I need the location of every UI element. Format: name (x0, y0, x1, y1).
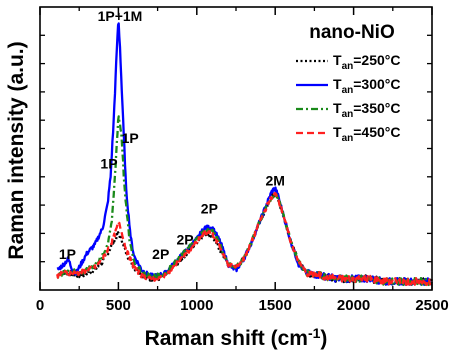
legend-entry: Tan=250°C (333, 52, 400, 72)
legend-entry-main: T (333, 100, 342, 116)
legend-entry-subscript: an (342, 133, 354, 144)
x-tick-label: 2500 (415, 297, 448, 314)
legend-title: nano-NiO (309, 22, 395, 43)
legend: nano-NiOTan=250°CTan=300°CTan=350°CTan=4… (296, 22, 400, 144)
x-tick-label: 1000 (180, 297, 213, 314)
legend-entry: Tan=300°C (333, 76, 400, 96)
y-axis-label: Raman intensity (a.u.) (5, 41, 28, 259)
legend-entry-rest: =300°C (353, 76, 400, 92)
peak-annotation: 2P (152, 246, 169, 262)
peak-annotation: 1P (100, 155, 117, 171)
series-line-4 (56, 191, 433, 287)
peak-annotation: 1P (122, 130, 139, 146)
legend-entry: Tan=350°C (333, 100, 400, 120)
x-axis-label-close: ) (320, 327, 327, 350)
legend-entry-subscript: an (342, 109, 354, 120)
legend-entry-rest: =350°C (353, 100, 400, 116)
legend-entry-rest: =450°C (353, 124, 400, 140)
legend-entry-main: T (333, 76, 342, 92)
plot-frame (39, 6, 433, 291)
x-axis-label-superscript: -1 (308, 325, 321, 341)
legend-entry-main: T (333, 52, 342, 68)
peak-annotation: 2M (265, 172, 284, 188)
legend-entry-main: T (333, 124, 342, 140)
x-tick-label: 2000 (337, 297, 370, 314)
legend-entry: Tan=450°C (333, 124, 400, 144)
peak-annotation: 1P+1M (98, 8, 143, 24)
x-tick-label: 500 (106, 297, 131, 314)
peak-annotation: 2P (201, 201, 218, 217)
x-tick-label: 0 (36, 297, 44, 314)
x-tick-label: 1500 (259, 297, 292, 314)
legend-entry-rest: =250°C (353, 52, 400, 68)
peak-annotation: 1P (59, 246, 76, 262)
peak-annotation: 2P (176, 232, 193, 248)
peak-annotations: 1P+1M 1P 1P 1P 2P 2P 2P 2M (59, 8, 285, 262)
axis-ticks: 0 500 1000 1500 2000 2500 (36, 7, 449, 314)
legend-entry-subscript: an (342, 61, 354, 72)
x-axis-label: Raman shift (cm-1) (145, 325, 328, 350)
series-lines (56, 22, 433, 287)
legend-entry-subscript: an (342, 85, 354, 96)
x-axis-label-main: Raman shift (cm (145, 327, 308, 350)
